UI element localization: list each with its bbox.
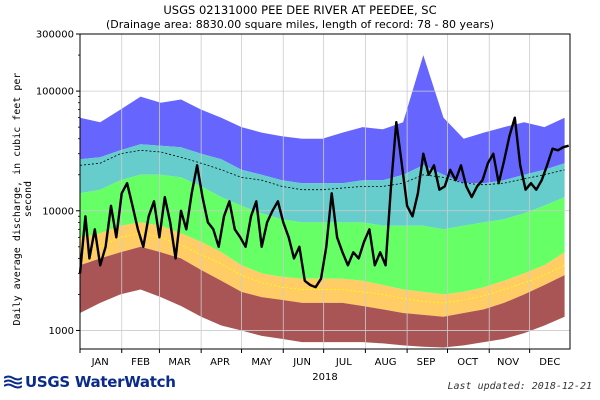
x-tick-label: JUL — [335, 357, 352, 368]
x-ticks: JAN FEB MAR APR MAY JUN JUL AUG SEP OCT NOV DEC — [79, 349, 560, 368]
x-tick-label: NOV — [497, 357, 519, 368]
last-updated: Last updated: 2018-12-21 — [447, 381, 593, 392]
x-tick-label: SEP — [417, 357, 436, 368]
x-tick-label: OCT — [457, 357, 479, 368]
x-axis-label: 2018 — [312, 372, 338, 383]
chart-subtitle: (Drainage area: 8830.00 square miles, le… — [105, 18, 495, 31]
y-ticks: 300000 100000 10000 1000 — [36, 30, 80, 337]
x-tick-label: JUN — [292, 357, 311, 368]
usgs-logo[interactable]: USGS WaterWatch — [4, 372, 176, 392]
x-tick-label: MAR — [168, 357, 190, 368]
x-tick-label: MAY — [251, 357, 273, 368]
x-tick-label: APR — [210, 357, 230, 368]
y-tick-label: 100000 — [36, 87, 74, 98]
x-tick-label: DEC — [539, 357, 560, 368]
series-lines — [78, 116, 570, 304]
x-tick-label: JAN — [91, 357, 109, 368]
y-tick-label: 300000 — [36, 30, 74, 41]
y-tick-label: 1000 — [49, 326, 74, 337]
y-tick-label: 10000 — [42, 206, 74, 217]
percentile-bands — [80, 34, 570, 349]
median-line — [79, 232, 565, 304]
current-discharge-line — [78, 116, 570, 289]
usgs-waves-icon — [4, 375, 22, 389]
plot-frame — [79, 33, 571, 350]
x-tick-label: FEB — [131, 357, 150, 368]
logo-text: USGS WaterWatch — [25, 373, 176, 391]
chart-title: USGS 02131000 PEE DEE RIVER AT PEEDEE, S… — [163, 3, 437, 17]
x-tick-label: AUG — [375, 357, 397, 368]
